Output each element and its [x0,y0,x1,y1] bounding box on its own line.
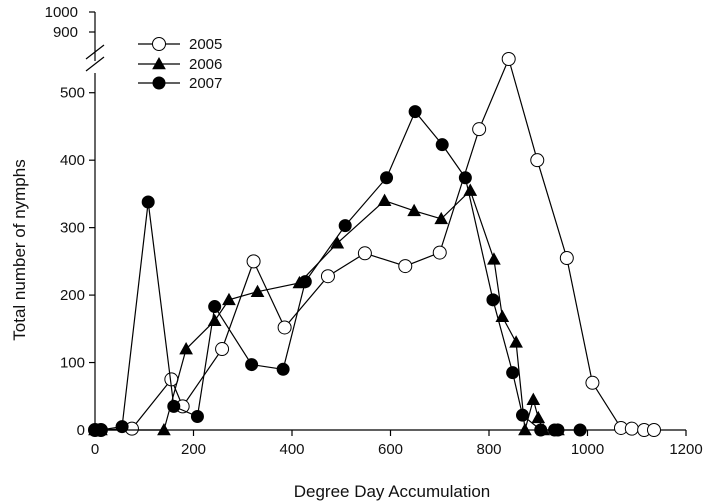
data-point-2005 [398,259,413,274]
data-point-2007 [141,195,155,209]
data-point-2007 [208,300,222,314]
data-point-2006 [495,309,510,322]
data-point-2007 [94,423,108,437]
legend-marker-2007 [152,76,166,90]
data-point-2005 [501,52,516,66]
x-axis-title: Degree Day Accumulation [294,482,491,501]
data-point-2005 [215,342,230,357]
data-point-2005 [646,423,661,437]
data-point-2007 [551,423,565,437]
data-point-2006 [487,252,501,265]
data-point-2005 [559,250,574,265]
data-point-2006 [207,313,222,327]
data-point-2007 [515,408,529,422]
data-point-2007 [534,423,548,437]
data-point-2007 [458,171,472,185]
data-point-2006 [179,342,193,355]
y-tick-label: 500 [60,85,85,102]
y-tick-label: 200 [60,287,85,304]
data-point-2007 [435,138,449,152]
series-2006 [88,183,565,436]
series-layer [88,52,661,437]
y-axis-break-mark [85,44,105,60]
series-line-2006 [95,189,558,431]
data-point-2006 [157,422,171,436]
data-point-2005 [277,320,292,335]
data-point-2007 [573,423,587,437]
data-point-2006 [250,284,265,298]
data-point-2006 [509,335,523,348]
x-tick-label: 1200 [669,441,702,458]
series-2007 [88,105,587,437]
y-tick-label: 0 [77,422,85,439]
data-point-2007 [245,358,259,372]
data-point-2006 [531,410,546,424]
legend-marker-2005 [152,37,166,51]
legend-label-2005: 2005 [189,36,222,53]
legend: 2005 2006 2007 [138,36,222,92]
x-tick-label: 800 [476,441,501,458]
y-axis-title: Total number of nymphs [10,159,29,340]
data-point-2007 [506,366,520,380]
y-tick-label: 100 [60,355,85,372]
data-point-2007 [408,105,422,119]
data-point-2005 [357,246,372,261]
y-tick-label: 1000 [45,4,78,21]
data-point-2007 [380,171,394,185]
x-tick-label: 0 [91,441,99,458]
data-point-2005 [624,421,639,436]
x-tick-label: 600 [378,441,403,458]
data-point-2007 [167,399,181,413]
data-point-2007 [486,293,500,307]
data-point-2005 [472,122,487,137]
data-point-2007 [276,362,290,376]
data-point-2007 [115,420,129,434]
x-tick-label: 400 [279,441,304,458]
data-point-2005 [530,153,545,168]
data-point-2005 [432,245,447,260]
legend-label-2006: 2006 [189,56,222,73]
data-point-2007 [190,410,204,424]
data-point-2006 [518,422,532,436]
data-point-2005 [246,254,261,269]
data-point-2007 [338,219,352,233]
y-tick-label: 900 [53,24,78,41]
data-point-2006 [463,183,478,196]
data-point-2006 [377,193,392,206]
data-point-2005 [320,269,335,284]
x-tick-label: 1000 [571,441,604,458]
data-point-2007 [298,275,312,289]
data-point-2006 [434,211,449,225]
y-axis-break-mark [85,56,105,72]
y-tick-label: 400 [60,152,85,169]
x-tick-label: 200 [181,441,206,458]
data-point-2005 [585,375,600,390]
series-2005 [88,52,661,437]
series-line-2007 [95,110,581,431]
axes: 0 200 400 600 800 1000 1200 0 100 200 300 400 500 900… [45,4,703,458]
legend-marker-2006 [152,56,166,70]
legend-label-2007: 2007 [189,75,222,92]
data-point-2006 [222,292,236,306]
y-tick-label: 300 [60,220,85,237]
data-point-2006 [526,392,541,405]
data-point-2006 [407,203,421,217]
data-point-2006 [330,236,345,249]
